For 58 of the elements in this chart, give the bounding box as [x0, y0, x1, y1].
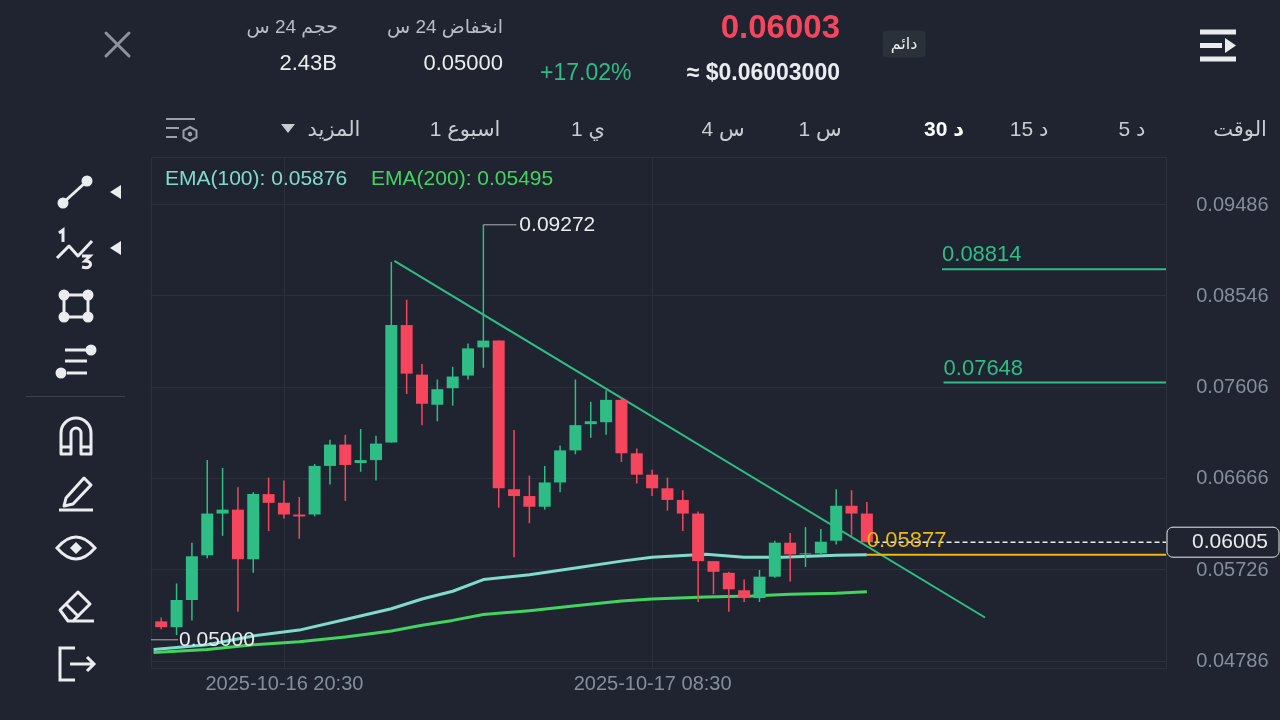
- candlestick: [722, 571, 735, 613]
- data-label: 0.08814: [942, 241, 1022, 267]
- candlestick: [584, 401, 597, 439]
- y-tick-label: 0.06666: [1196, 466, 1269, 489]
- candlestick: [630, 447, 643, 485]
- candlestick: [354, 428, 367, 473]
- text: 4 س: [701, 116, 745, 142]
- text: انخفاض 24 س: [386, 15, 503, 39]
- candlestick: [799, 526, 812, 568]
- candlestick: [262, 476, 275, 532]
- text: 0.06003: [720, 7, 840, 47]
- candlestick: [369, 435, 382, 482]
- text: 0.05000: [423, 49, 503, 77]
- text: EMA(100): 0.05876: [165, 165, 348, 191]
- candlestick: [446, 366, 459, 407]
- y-tick-label: 0.09486: [1196, 192, 1269, 215]
- text: 5 د: [1118, 116, 1146, 142]
- text: 1 اسبوع: [429, 116, 501, 142]
- text: 15 د: [1009, 116, 1049, 142]
- candlestick: [600, 389, 613, 436]
- candlestick: [814, 528, 827, 556]
- data-label: 0.06005: [1192, 529, 1268, 553]
- text: 1 ي: [571, 116, 605, 142]
- text: 2.43B: [279, 49, 337, 77]
- text: EMA(200): 0.05495: [371, 165, 554, 191]
- y-tick-label: 0.07606: [1196, 375, 1269, 398]
- candlestick: [339, 434, 352, 502]
- text: دائم: [882, 30, 926, 58]
- candlestick: [323, 438, 336, 486]
- text: 30 د: [924, 116, 964, 142]
- y-tick-label: 0.08546: [1196, 283, 1269, 306]
- candlestick: [753, 569, 766, 603]
- data-label: 0.07648: [943, 354, 1024, 380]
- candlestick: [646, 469, 659, 497]
- candlestick: [216, 467, 229, 537]
- y-tick-label: 0.05726: [1196, 557, 1269, 580]
- candlestick: [431, 378, 444, 422]
- candlestick: [508, 429, 521, 558]
- candlestick: [707, 560, 720, 595]
- candlestick: [784, 532, 797, 583]
- candlestick: [845, 489, 858, 537]
- text: ≈ $0.06003000: [686, 59, 840, 87]
- x-tick-label: 2025-10-17 08:30: [573, 671, 732, 694]
- text: حجم 24 س: [246, 15, 338, 39]
- candlestick: [738, 578, 751, 603]
- annotation: 0.09272: [519, 211, 596, 235]
- candlestick: [277, 479, 290, 520]
- candlestick: [661, 476, 674, 512]
- text: +17.02%: [540, 59, 632, 87]
- x-tick-label: 2025-10-16 20:30: [205, 671, 364, 694]
- text: المزيد: [307, 116, 361, 142]
- text: 1 س: [798, 116, 842, 142]
- text: الوقت: [1213, 116, 1267, 142]
- candlestick: [676, 489, 689, 532]
- y-tick-label: 0.04786: [1196, 649, 1269, 672]
- line-series: [152, 552, 869, 652]
- candlestick: [523, 474, 536, 524]
- data-label: 0.05877: [866, 526, 947, 552]
